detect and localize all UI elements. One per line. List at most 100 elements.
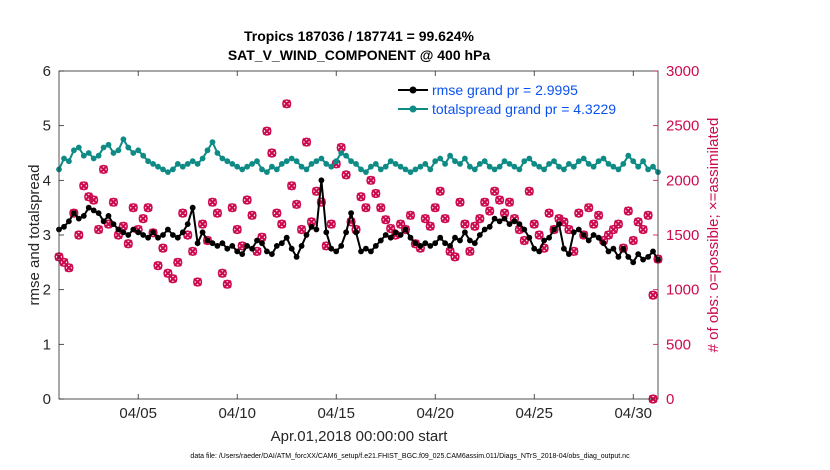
obs-possible-point <box>465 246 475 256</box>
series-point <box>105 213 112 219</box>
obs-assimilated-point <box>406 211 415 220</box>
series-point <box>511 163 518 170</box>
series-point <box>546 234 552 241</box>
obs-possible-point <box>633 217 643 227</box>
series-point <box>382 163 389 170</box>
series-point <box>348 210 354 217</box>
series-point <box>650 163 656 170</box>
y-tick-label-right: 1000 <box>666 282 699 299</box>
obs-assimilated-point <box>302 137 311 147</box>
obs-possible-point <box>148 228 158 238</box>
series-point <box>585 161 592 167</box>
obs-possible-point <box>277 219 287 229</box>
series-point <box>323 161 330 167</box>
series-point <box>476 161 483 167</box>
obs-assimilated-point <box>589 219 598 229</box>
y-tick-label-right: 1500 <box>666 227 699 244</box>
obs-possible-point <box>69 208 79 218</box>
series-point <box>66 218 72 225</box>
series-point <box>566 251 572 257</box>
obs-assimilated-point <box>633 217 643 227</box>
series-point <box>397 163 404 170</box>
obs-possible-point <box>232 224 242 235</box>
series-point <box>283 234 290 241</box>
obs-possible-point <box>400 224 411 235</box>
series-point <box>407 234 414 241</box>
series-point <box>105 141 112 148</box>
series-point <box>194 161 201 167</box>
series-point <box>229 243 236 249</box>
obs-possible-point <box>579 230 589 240</box>
obs-possible-point <box>247 210 257 220</box>
obs-possible-point <box>79 181 89 191</box>
series-point <box>462 229 468 236</box>
series-point <box>595 158 602 165</box>
chart-title-line1: Tropics 187036 / 187741 = 99.624% <box>244 28 475 44</box>
obs-assimilated-point <box>554 214 564 223</box>
obs-assimilated-point <box>421 214 430 223</box>
obs-possible-point <box>272 208 282 218</box>
obs-possible-point <box>178 208 188 218</box>
series-point <box>610 245 617 252</box>
series-point <box>427 166 434 173</box>
obs-possible-point <box>574 208 584 218</box>
series-point <box>452 234 458 241</box>
obs-assimilated-point <box>227 203 237 212</box>
obs-possible-point <box>593 210 604 220</box>
series-point <box>328 163 335 170</box>
series-point <box>269 163 275 170</box>
obs-possible-point <box>603 230 614 240</box>
obs-assimilated-point <box>648 290 658 300</box>
x-tick-label: 04/10 <box>218 405 256 422</box>
obs-assimilated-point <box>460 219 470 229</box>
series-point <box>437 155 444 162</box>
series-point <box>125 232 132 238</box>
obs-possible-point <box>450 252 460 262</box>
series-point <box>496 163 503 170</box>
obs-possible-point <box>108 197 119 207</box>
series-point <box>95 210 102 217</box>
legend-marker-rmse <box>409 86 417 94</box>
series-point <box>66 158 72 165</box>
series-point <box>353 229 359 236</box>
obs-assimilated-point <box>534 230 544 240</box>
obs-possible-point <box>608 224 619 235</box>
series-point <box>204 147 211 154</box>
obs-possible-point <box>98 164 109 174</box>
legend: rmse grand pr = 2.9995 totalspread grand… <box>394 77 656 119</box>
series-point <box>179 229 186 236</box>
y-tick-label-left: 1 <box>43 336 51 353</box>
series-point <box>630 158 637 165</box>
series-point <box>165 169 171 176</box>
obs-possible-point <box>589 219 599 229</box>
obs-assimilated-point <box>614 219 623 229</box>
series-point <box>249 161 256 167</box>
series-point <box>471 166 478 173</box>
obs-assimilated-point <box>455 197 465 207</box>
obs-possible-point <box>202 235 213 246</box>
series-point <box>595 234 602 241</box>
series-point <box>585 237 592 244</box>
obs-possible-point <box>128 203 138 213</box>
series-point <box>333 158 340 165</box>
y-tick-label-left: 5 <box>43 118 51 135</box>
obs-possible-point <box>267 148 277 158</box>
obs-assimilated-point <box>381 215 391 224</box>
obs-possible-point <box>564 224 574 235</box>
obs-possible-point <box>628 235 638 246</box>
series-point <box>85 204 92 211</box>
series-point <box>264 169 270 176</box>
obs-assimilated-point <box>450 252 460 262</box>
obs-possible-point <box>381 215 391 225</box>
obs-assimilated-point <box>356 192 366 202</box>
legend-label-rmse: rmse grand pr = 2.9995 <box>432 82 578 98</box>
series-point <box>491 166 498 173</box>
series-point <box>293 254 300 260</box>
series-point <box>506 161 513 167</box>
series-point <box>348 158 354 165</box>
obs-possible-point <box>584 203 594 213</box>
series-point <box>160 232 166 238</box>
series-point <box>303 166 310 173</box>
series-point <box>600 240 607 247</box>
obs-assimilated-point <box>638 225 648 234</box>
